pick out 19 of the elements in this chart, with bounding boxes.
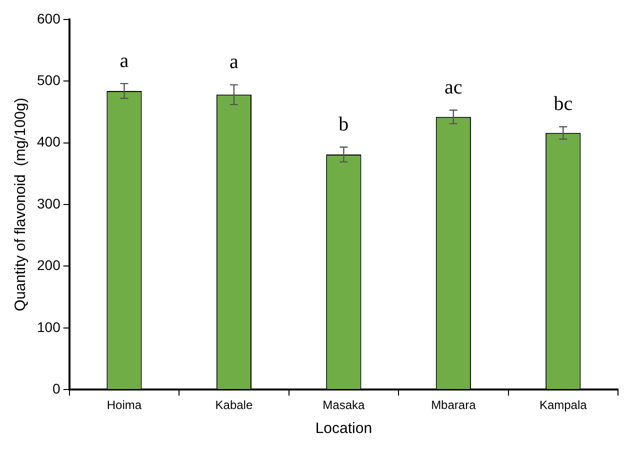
x-tick-label: Masaka [322,398,366,412]
annotation: b [338,113,349,136]
y-axis-title: Quantity of flavonoid (mg/100g) [12,98,30,312]
annotation: ac [444,76,462,98]
y-tick-label: 200 [37,257,61,274]
annotation: a [230,51,239,74]
y-tick-label: 300 [37,195,61,212]
x-tick-label: Kampala [539,398,588,412]
x-tick-label: Mbarara [431,398,476,412]
y-tick-label: 400 [37,134,61,150]
y-tick-label: 100 [37,318,61,335]
annotation: a [120,50,129,72]
y-tick-label: 0 [52,380,61,396]
x-axis-title: Location [315,420,372,438]
x-tick-label: Kabale [215,398,253,412]
x-tick-label: Hoima [106,398,142,412]
y-tick-label: 500 [37,72,61,88]
y-tick-label: 600 [37,10,61,26]
annotation: bc [554,93,573,116]
